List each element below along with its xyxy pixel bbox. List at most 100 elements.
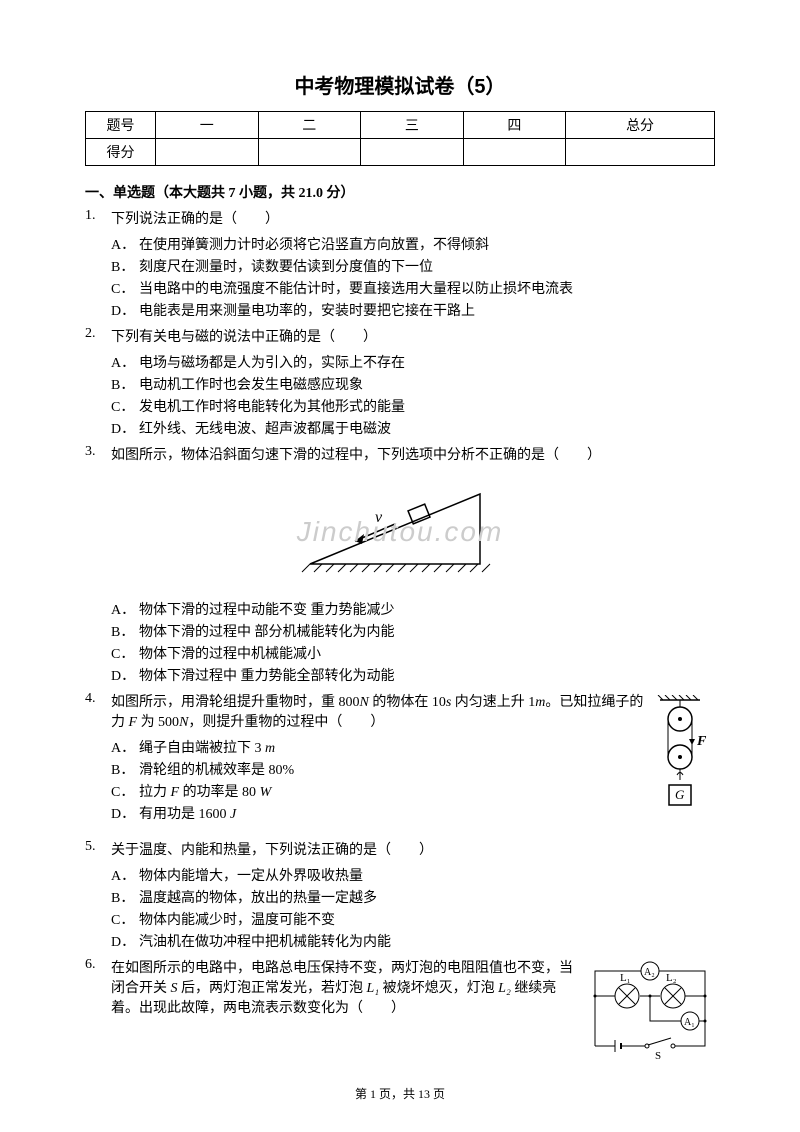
opt-label: D． — [111, 931, 139, 951]
circuit-diagram-icon: L₁ L₂ A₂ A₁ — [585, 961, 715, 1061]
svg-text:S: S — [655, 1050, 661, 1061]
opt-text: 滑轮组的机械效率是 80% — [139, 759, 294, 779]
q-num: 2. — [85, 326, 111, 346]
question-1: 1. 下列说法正确的是（ ） — [85, 208, 715, 228]
page-number: 第 1 页，共 13 页 — [0, 1085, 800, 1102]
opt-label: C． — [111, 909, 139, 929]
cell — [156, 139, 259, 166]
q-num: 3. — [85, 444, 111, 464]
option-D: D．电能表是用来测量电功率的，安装时要把它接在干路上 — [111, 300, 715, 320]
opt-label: C． — [111, 278, 139, 298]
q-stem: 下列有关电与磁的说法中正确的是（ ） — [111, 326, 715, 346]
opt-label: D． — [111, 300, 139, 320]
score-table: 题号 一 二 三 四 总分 得分 — [85, 111, 715, 166]
opt-text: 物体下滑的过程中动能不变 重力势能减少 — [139, 599, 395, 619]
opt-text: 物体内能减少时，温度可能不变 — [139, 909, 335, 929]
opt-text: 刻度尺在测量时，读数要估读到分度值的下一位 — [139, 256, 433, 276]
option-A: A．物体下滑的过程中动能不变 重力势能减少 — [111, 599, 715, 619]
q-stem: 如图所示，用滑轮组提升重物时，重 800N 的物体在 10s 内匀速上升 1m。… — [111, 691, 647, 731]
option-A: A．在使用弹簧测力计时必须将它沿竖直方向放置，不得倾斜 — [111, 234, 715, 254]
q4-options: A．绳子自由端被拉下 3 m B．滑轮组的机械效率是 80% C．拉力 F 的功… — [111, 737, 647, 823]
opt-label: C． — [111, 643, 139, 663]
question-3: 3. 如图所示，物体沿斜面匀速下滑的过程中，下列选项中分析不正确的是（ ） — [85, 444, 715, 464]
opt-text: 电场与磁场都是人为引入的，实际上不存在 — [139, 352, 405, 372]
page-title: 中考物理模拟试卷（5） — [85, 70, 715, 99]
q-num: 5. — [85, 839, 111, 859]
option-A: A．物体内能增大，一定从外界吸收热量 — [111, 865, 715, 885]
option-C: C．当电路中的电流强度不能估计时，要直接选用大量程以防止损坏电流表 — [111, 278, 715, 298]
opt-text: 绳子自由端被拉下 3 m — [139, 737, 275, 757]
option-B: B．物体下滑的过程中 部分机械能转化为内能 — [111, 621, 715, 641]
opt-text: 有用功是 1600 J — [139, 803, 236, 823]
opt-text: 当电路中的电流强度不能估计时，要直接选用大量程以防止损坏电流表 — [139, 278, 573, 298]
opt-text: 红外线、无线电波、超声波都属于电磁波 — [139, 418, 391, 438]
q-stem: 如图所示，物体沿斜面匀速下滑的过程中，下列选项中分析不正确的是（ ） — [111, 444, 715, 464]
question-2: 2. 下列有关电与磁的说法中正确的是（ ） — [85, 326, 715, 346]
cell: 三 — [361, 112, 464, 139]
opt-text: 物体下滑的过程中机械能减小 — [139, 643, 321, 663]
opt-text: 电能表是用来测量电功率的，安装时要把它接在干路上 — [139, 300, 475, 320]
pulley-diagram-icon: F G — [655, 695, 715, 815]
opt-text: 物体下滑过程中 重力势能全部转化为动能 — [139, 665, 395, 685]
option-C: C．拉力 F 的功率是 80 W — [111, 781, 647, 801]
option-A: A．绳子自由端被拉下 3 m — [111, 737, 647, 757]
svg-text:F: F — [696, 734, 707, 749]
question-4: 4. 如图所示，用滑轮组提升重物时，重 800N 的物体在 10s 内匀速上升 … — [85, 691, 715, 829]
opt-label: B． — [111, 759, 139, 779]
cell: 题号 — [86, 112, 156, 139]
opt-text: 拉力 F 的功率是 80 W — [139, 781, 271, 801]
option-D: D．物体下滑过程中 重力势能全部转化为动能 — [111, 665, 715, 685]
opt-label: B． — [111, 887, 139, 907]
option-D: D．红外线、无线电波、超声波都属于电磁波 — [111, 418, 715, 438]
q-num: 6. — [85, 957, 111, 1017]
opt-text: 汽油机在做功冲程中把机械能转化为内能 — [139, 931, 391, 951]
table-row: 得分 — [86, 139, 715, 166]
option-D: D．有用功是 1600 J — [111, 803, 647, 823]
option-C: C．物体内能减少时，温度可能不变 — [111, 909, 715, 929]
cell — [361, 139, 464, 166]
svg-text:L₁: L₁ — [620, 972, 631, 984]
opt-label: A． — [111, 737, 139, 757]
opt-label: B． — [111, 374, 139, 394]
cell — [463, 139, 566, 166]
opt-label: A． — [111, 599, 139, 619]
cell — [566, 139, 715, 166]
watermark: Jinchutou.com — [297, 516, 504, 548]
option-B: B．温度越高的物体，放出的热量一定越多 — [111, 887, 715, 907]
cell — [258, 139, 361, 166]
svg-text:G: G — [675, 787, 685, 802]
svg-text:A₂: A₂ — [644, 967, 655, 978]
option-B: B．滑轮组的机械效率是 80% — [111, 759, 647, 779]
opt-text: 在使用弹簧测力计时必须将它沿竖直方向放置，不得倾斜 — [139, 234, 489, 254]
option-D: D．汽油机在做功冲程中把机械能转化为内能 — [111, 931, 715, 951]
table-row: 题号 一 二 三 四 总分 — [86, 112, 715, 139]
question-6: 6. 在如图所示的电路中，电路总电压保持不变，两灯泡的电阻阻值也不变，当闭合开关… — [85, 957, 715, 1066]
q6-diagram: L₁ L₂ A₂ A₁ — [585, 961, 715, 1066]
option-C: C．物体下滑的过程中机械能减小 — [111, 643, 715, 663]
opt-text: 物体下滑的过程中 部分机械能转化为内能 — [139, 621, 395, 641]
cell: 得分 — [86, 139, 156, 166]
q-num: 4. — [85, 691, 111, 731]
opt-label: A． — [111, 865, 139, 885]
svg-text:L₂: L₂ — [666, 972, 677, 984]
section-title: 一、单选题（本大题共 7 小题，共 21.0 分） — [85, 182, 715, 202]
option-B: B．刻度尺在测量时，读数要估读到分度值的下一位 — [111, 256, 715, 276]
q-num: 1. — [85, 208, 111, 228]
option-B: B．电动机工作时也会发生电磁感应现象 — [111, 374, 715, 394]
opt-label: A． — [111, 234, 139, 254]
cell: 总分 — [566, 112, 715, 139]
opt-label: A． — [111, 352, 139, 372]
q5-options: A．物体内能增大，一定从外界吸收热量 B．温度越高的物体，放出的热量一定越多 C… — [111, 865, 715, 951]
q1-options: A．在使用弹簧测力计时必须将它沿竖直方向放置，不得倾斜 B．刻度尺在测量时，读数… — [111, 234, 715, 320]
option-C: C．发电机工作时将电能转化为其他形式的能量 — [111, 396, 715, 416]
option-A: A．电场与磁场都是人为引入的，实际上不存在 — [111, 352, 715, 372]
q-stem: 关于温度、内能和热量，下列说法正确的是（ ） — [111, 839, 715, 859]
opt-label: D． — [111, 665, 139, 685]
opt-label: C． — [111, 781, 139, 801]
question-5: 5. 关于温度、内能和热量，下列说法正确的是（ ） — [85, 839, 715, 859]
q3-diagram: Jinchutou.com v — [85, 474, 715, 589]
cell: 一 — [156, 112, 259, 139]
opt-label: B． — [111, 621, 139, 641]
svg-text:A₁: A₁ — [684, 1017, 695, 1028]
opt-label: C． — [111, 396, 139, 416]
